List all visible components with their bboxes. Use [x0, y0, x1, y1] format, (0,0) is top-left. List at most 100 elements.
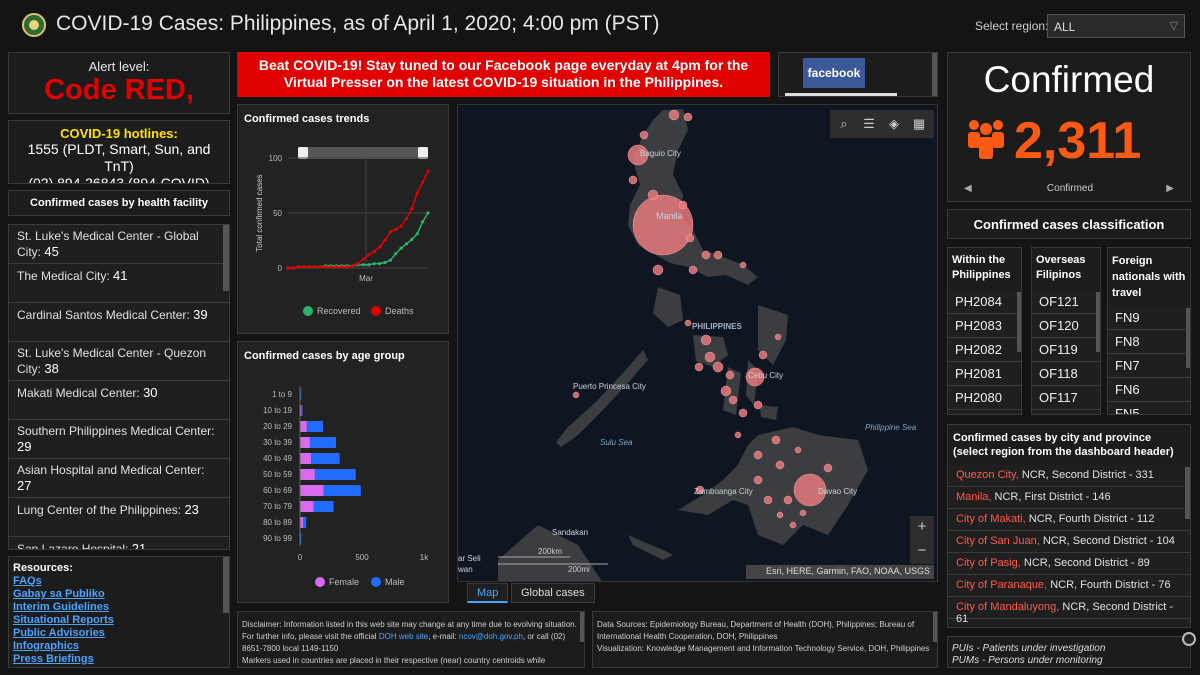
overseas-case-row[interactable]: OF118 — [1032, 362, 1100, 386]
facility-row[interactable]: Lung Center of the Philippines: 23 — [9, 498, 229, 537]
sources-scrollbar[interactable] — [933, 612, 937, 642]
data-point-deaths — [404, 216, 409, 221]
overseas-case-row[interactable]: OF120 — [1032, 314, 1100, 338]
data-point-deaths — [421, 180, 425, 184]
resource-link[interactable]: Gabay sa Publiko — [13, 588, 105, 600]
within-case-row[interactable]: PH2082 — [948, 338, 1021, 362]
resources-panel: Resources: FAQs Gabay sa Publiko Interim G… — [8, 556, 230, 668]
facebook-button[interactable]: facebook — [803, 58, 865, 88]
within-case-row[interactable]: PH2079 — [948, 410, 1021, 414]
facebook-panel: facebook — [778, 52, 938, 97]
qr-code-icon[interactable]: ▦ — [908, 113, 930, 135]
label-baguio: Baguio City — [640, 149, 681, 158]
facility-scrollbar[interactable] — [223, 225, 229, 291]
cities-panel[interactable]: Confirmed cases by city and province (se… — [947, 424, 1191, 628]
city-row[interactable]: City of Paranaque, NCR, Fourth District … — [948, 575, 1190, 597]
overseas-panel[interactable]: Overseas Filipinos OF121 OF120 OF119 OF118 O… — [1031, 247, 1101, 415]
resource-link[interactable]: Interim Guidelines — [13, 601, 109, 613]
foreign-case-row[interactable]: FN7 — [1108, 354, 1190, 378]
zoom-in-button[interactable]: + — [910, 516, 934, 540]
zoom-out-button[interactable]: − — [910, 540, 934, 564]
city-details: NCR, Second District - 89 — [1023, 557, 1150, 569]
resources-scrollbar[interactable] — [223, 557, 229, 613]
disclaimer-part3: , or call (02) 8651-7800 local 1149-1150 — [242, 632, 566, 653]
map-attribution: Esri, HERE, Garmin, FAO, NOAA, USGS — [746, 565, 934, 579]
resource-link[interactable]: Press Briefings — [13, 653, 94, 665]
overseas-case-row[interactable]: OF119 — [1032, 338, 1100, 362]
facility-row[interactable]: Asian Hospital and Medical Center: 27 — [9, 459, 229, 498]
data-point-recovered — [421, 220, 425, 224]
facility-row[interactable]: Southern Philippines Medical Center: 29 — [9, 420, 229, 459]
facility-name: Cardinal Santos Medical Center: — [17, 308, 190, 322]
facility-row[interactable]: San Lazaro Hospital: 21 — [9, 537, 229, 549]
facility-row[interactable]: St. Luke's Medical Center - Global City:… — [9, 225, 229, 264]
city-row[interactable]: Manila, NCR, First District - 146 — [948, 487, 1190, 509]
city-row[interactable]: City of Mandaluyong, NCR, Second Distric… — [948, 597, 1190, 625]
land-bohol — [760, 405, 778, 420]
tab-global-cases[interactable]: Global cases — [511, 583, 595, 603]
facility-row[interactable]: Makati Medical Center: 30 — [9, 381, 229, 420]
within-case-row[interactable]: PH2083 — [948, 314, 1021, 338]
overseas-case-row[interactable]: OF117 — [1032, 386, 1100, 410]
within-title: Within the Philippines — [952, 254, 1011, 281]
doh-website-link[interactable]: DOH web site — [378, 632, 429, 641]
overseas-case-row[interactable]: OF121 — [1032, 290, 1100, 314]
next-icon[interactable]: ▶ — [1166, 183, 1174, 194]
resource-link[interactable]: Public Advisories — [13, 627, 105, 639]
foreign-case-row[interactable]: FN5 — [1108, 402, 1190, 414]
list-icon[interactable]: ☰ — [858, 113, 880, 135]
within-case-row[interactable]: PH2081 — [948, 362, 1021, 386]
disclaimer-part1: Disclaimer: Information listed in this w… — [242, 620, 577, 641]
resource-link[interactable]: FAQs — [13, 575, 42, 587]
facility-rows: St. Luke's Medical Center - Global City:… — [9, 225, 229, 549]
region-select-value: ALL — [1054, 20, 1076, 34]
resource-link[interactable]: Situational Reports — [13, 614, 114, 626]
within-panel[interactable]: Within the Philippines PH2084 PH2083 PH208… — [947, 247, 1022, 415]
age-chart[interactable]: 1 to 9 10 to 19 20 to 29 30 to 39 40 to 49 50… — [238, 370, 449, 602]
within-case-row[interactable]: PH2084 — [948, 290, 1021, 314]
facility-row[interactable]: Cardinal Santos Medical Center: 39 — [9, 303, 229, 342]
disclaimer-scrollbar[interactable] — [580, 612, 584, 642]
facility-header: Confirmed cases by health facility — [8, 190, 230, 216]
facility-name: St. Luke's Medical Center - Quezon City: — [17, 346, 207, 376]
map-view[interactable]: Baguio City Manila PHILIPPINES Cebu City… — [457, 104, 938, 582]
confirmed-caption: Confirmed — [1046, 183, 1094, 194]
data-point-deaths — [286, 266, 290, 270]
region-select[interactable]: ALL ▽ — [1047, 14, 1185, 38]
city-row[interactable]: City of Makati, NCR, Fourth District - 1… — [948, 509, 1190, 531]
email-link[interactable]: ncov@doh.gov.ph — [458, 632, 523, 641]
overseas-scrollbar[interactable] — [1096, 292, 1100, 352]
city-row[interactable]: Quezon City, NCR, Second District - 331 — [948, 465, 1190, 487]
age-category-label: 40 to 49 — [263, 454, 292, 463]
search-icon[interactable]: ⌕ — [833, 113, 855, 135]
foreign-case-row[interactable]: FN6 — [1108, 378, 1190, 402]
foreign-scrollbar[interactable] — [1186, 308, 1190, 368]
label-manila: Manila — [656, 211, 683, 221]
facility-row[interactable]: St. Luke's Medical Center - Quezon City:… — [9, 342, 229, 381]
overseas-title: Overseas Filipinos — [1036, 254, 1086, 281]
foreign-panel[interactable]: Foreign nationals with travel FN9 FN8 FN7 F… — [1107, 247, 1191, 415]
previous-icon[interactable]: ◀ — [964, 183, 972, 194]
within-case-row[interactable]: PH2080 — [948, 386, 1021, 410]
within-scrollbar[interactable] — [1017, 292, 1021, 352]
city-row[interactable]: City of San Juan, NCR, Second District -… — [948, 531, 1190, 553]
range-slider-handle-right — [418, 147, 428, 159]
foreign-case-row[interactable]: FN8 — [1108, 330, 1190, 354]
facility-row[interactable]: The Medical City: 41 — [9, 264, 229, 303]
layers-icon[interactable]: ◈ — [883, 113, 905, 135]
trends-chart[interactable]: 0 50 100 Mar Total confirmed cases Recovered D… — [238, 133, 449, 333]
facility-list[interactable]: St. Luke's Medical Center - Global City:… — [8, 224, 230, 550]
facebook-scrollbar[interactable] — [932, 53, 937, 96]
resource-link[interactable]: Infographics — [13, 640, 80, 652]
data-point-recovered — [404, 242, 409, 246]
data-point-deaths — [291, 266, 295, 270]
tab-map[interactable]: Map — [467, 583, 509, 603]
age-category-label: 80 to 89 — [263, 518, 292, 527]
age-category-label: 20 to 29 — [263, 422, 292, 431]
age-x-tick-label: 0 — [298, 553, 303, 562]
overseas-case-row[interactable]: OF116 — [1032, 410, 1100, 414]
expand-icon[interactable] — [1182, 632, 1196, 646]
city-row[interactable]: City of Pasig, NCR, Second District - 89 — [948, 553, 1190, 575]
foreign-case-row[interactable]: FN9 — [1108, 306, 1190, 330]
cities-scrollbar[interactable] — [1185, 467, 1190, 519]
